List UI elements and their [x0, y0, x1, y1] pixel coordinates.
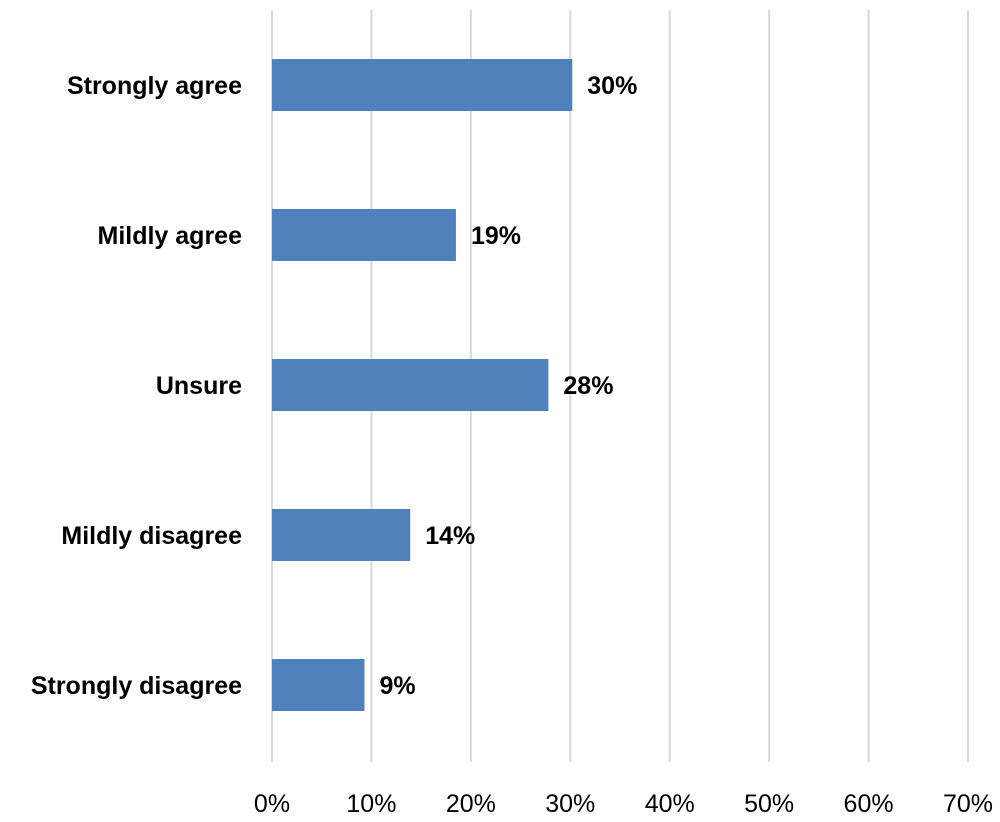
bar [272, 509, 411, 561]
data-label: 30% [587, 72, 637, 100]
x-tick-label: 30% [545, 790, 595, 817]
bar [272, 209, 456, 261]
data-label: 19% [471, 222, 521, 250]
data-label: 14% [425, 522, 475, 550]
category-label: Mildly agree [98, 222, 243, 250]
bars [272, 59, 573, 711]
x-tick-label: 60% [844, 790, 894, 817]
data-label: 9% [379, 672, 415, 700]
x-tick-label: 70% [943, 790, 993, 817]
data-labels: 30% 19% 28% 14% 9% [379, 72, 637, 700]
x-tick-label: 0% [254, 790, 290, 817]
category-labels: Strongly agree Mildly agree Unsure Mildly d… [31, 72, 242, 700]
category-label: Mildly disagree [61, 522, 242, 550]
bar [272, 359, 549, 411]
bar [272, 59, 573, 111]
category-label: Strongly agree [67, 72, 242, 100]
x-tick-label: 40% [645, 790, 695, 817]
bar [272, 659, 365, 711]
data-label: 28% [563, 372, 613, 400]
x-tick-label: 20% [446, 790, 496, 817]
category-label: Strongly disagree [31, 672, 242, 700]
x-tick-label: 10% [346, 790, 396, 817]
x-tick-label: 50% [744, 790, 794, 817]
x-axis-tick-labels: 0% 10% 20% 30% 40% 50% 60% 70% [254, 790, 993, 818]
category-label: Unsure [156, 372, 242, 400]
